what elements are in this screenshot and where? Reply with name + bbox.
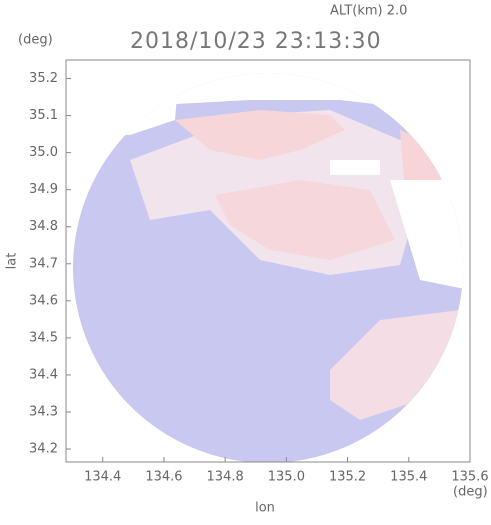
x-tick-label: 135.6 [451, 470, 488, 485]
x-tick-label: 134.8 [207, 470, 244, 485]
radar-field [73, 73, 463, 462]
y-tick-label: 34.8 [29, 219, 58, 234]
field-red [175, 110, 345, 160]
y-tick-label: 34.3 [29, 404, 58, 419]
y-tick-label: 34.4 [29, 367, 58, 382]
y-unit: (deg) [18, 33, 53, 48]
plot-frame [65, 59, 471, 463]
y-tick-label: 34.7 [29, 256, 58, 271]
x-axis-label: lon [255, 501, 275, 516]
chart-title: 2018/10/23 23:13:30 [130, 29, 382, 54]
x-tick-label: 135.4 [390, 470, 427, 485]
field-red [215, 180, 395, 260]
y-tick-label: 34.9 [29, 182, 58, 197]
x-tick-label: 134.4 [84, 470, 121, 485]
x-tick-label: 135.0 [268, 470, 305, 485]
x-unit: (deg) [453, 485, 488, 500]
altitude: ALT(km) 2.0 [330, 4, 407, 19]
y-tick-label: 35.1 [29, 108, 58, 123]
y-tick-label: 35.0 [29, 145, 58, 160]
x-tick-label: 134.6 [145, 470, 182, 485]
y-tick-label: 34.2 [29, 442, 58, 457]
x-tick-label: 135.2 [329, 470, 366, 485]
y-tick-label: 34.5 [29, 330, 58, 345]
field-red [330, 310, 460, 420]
y-tick-label: 34.6 [29, 293, 58, 308]
no-echo [73, 73, 463, 290]
y-axis-label: lat [5, 253, 20, 270]
y-tick-label: 35.2 [29, 71, 58, 86]
